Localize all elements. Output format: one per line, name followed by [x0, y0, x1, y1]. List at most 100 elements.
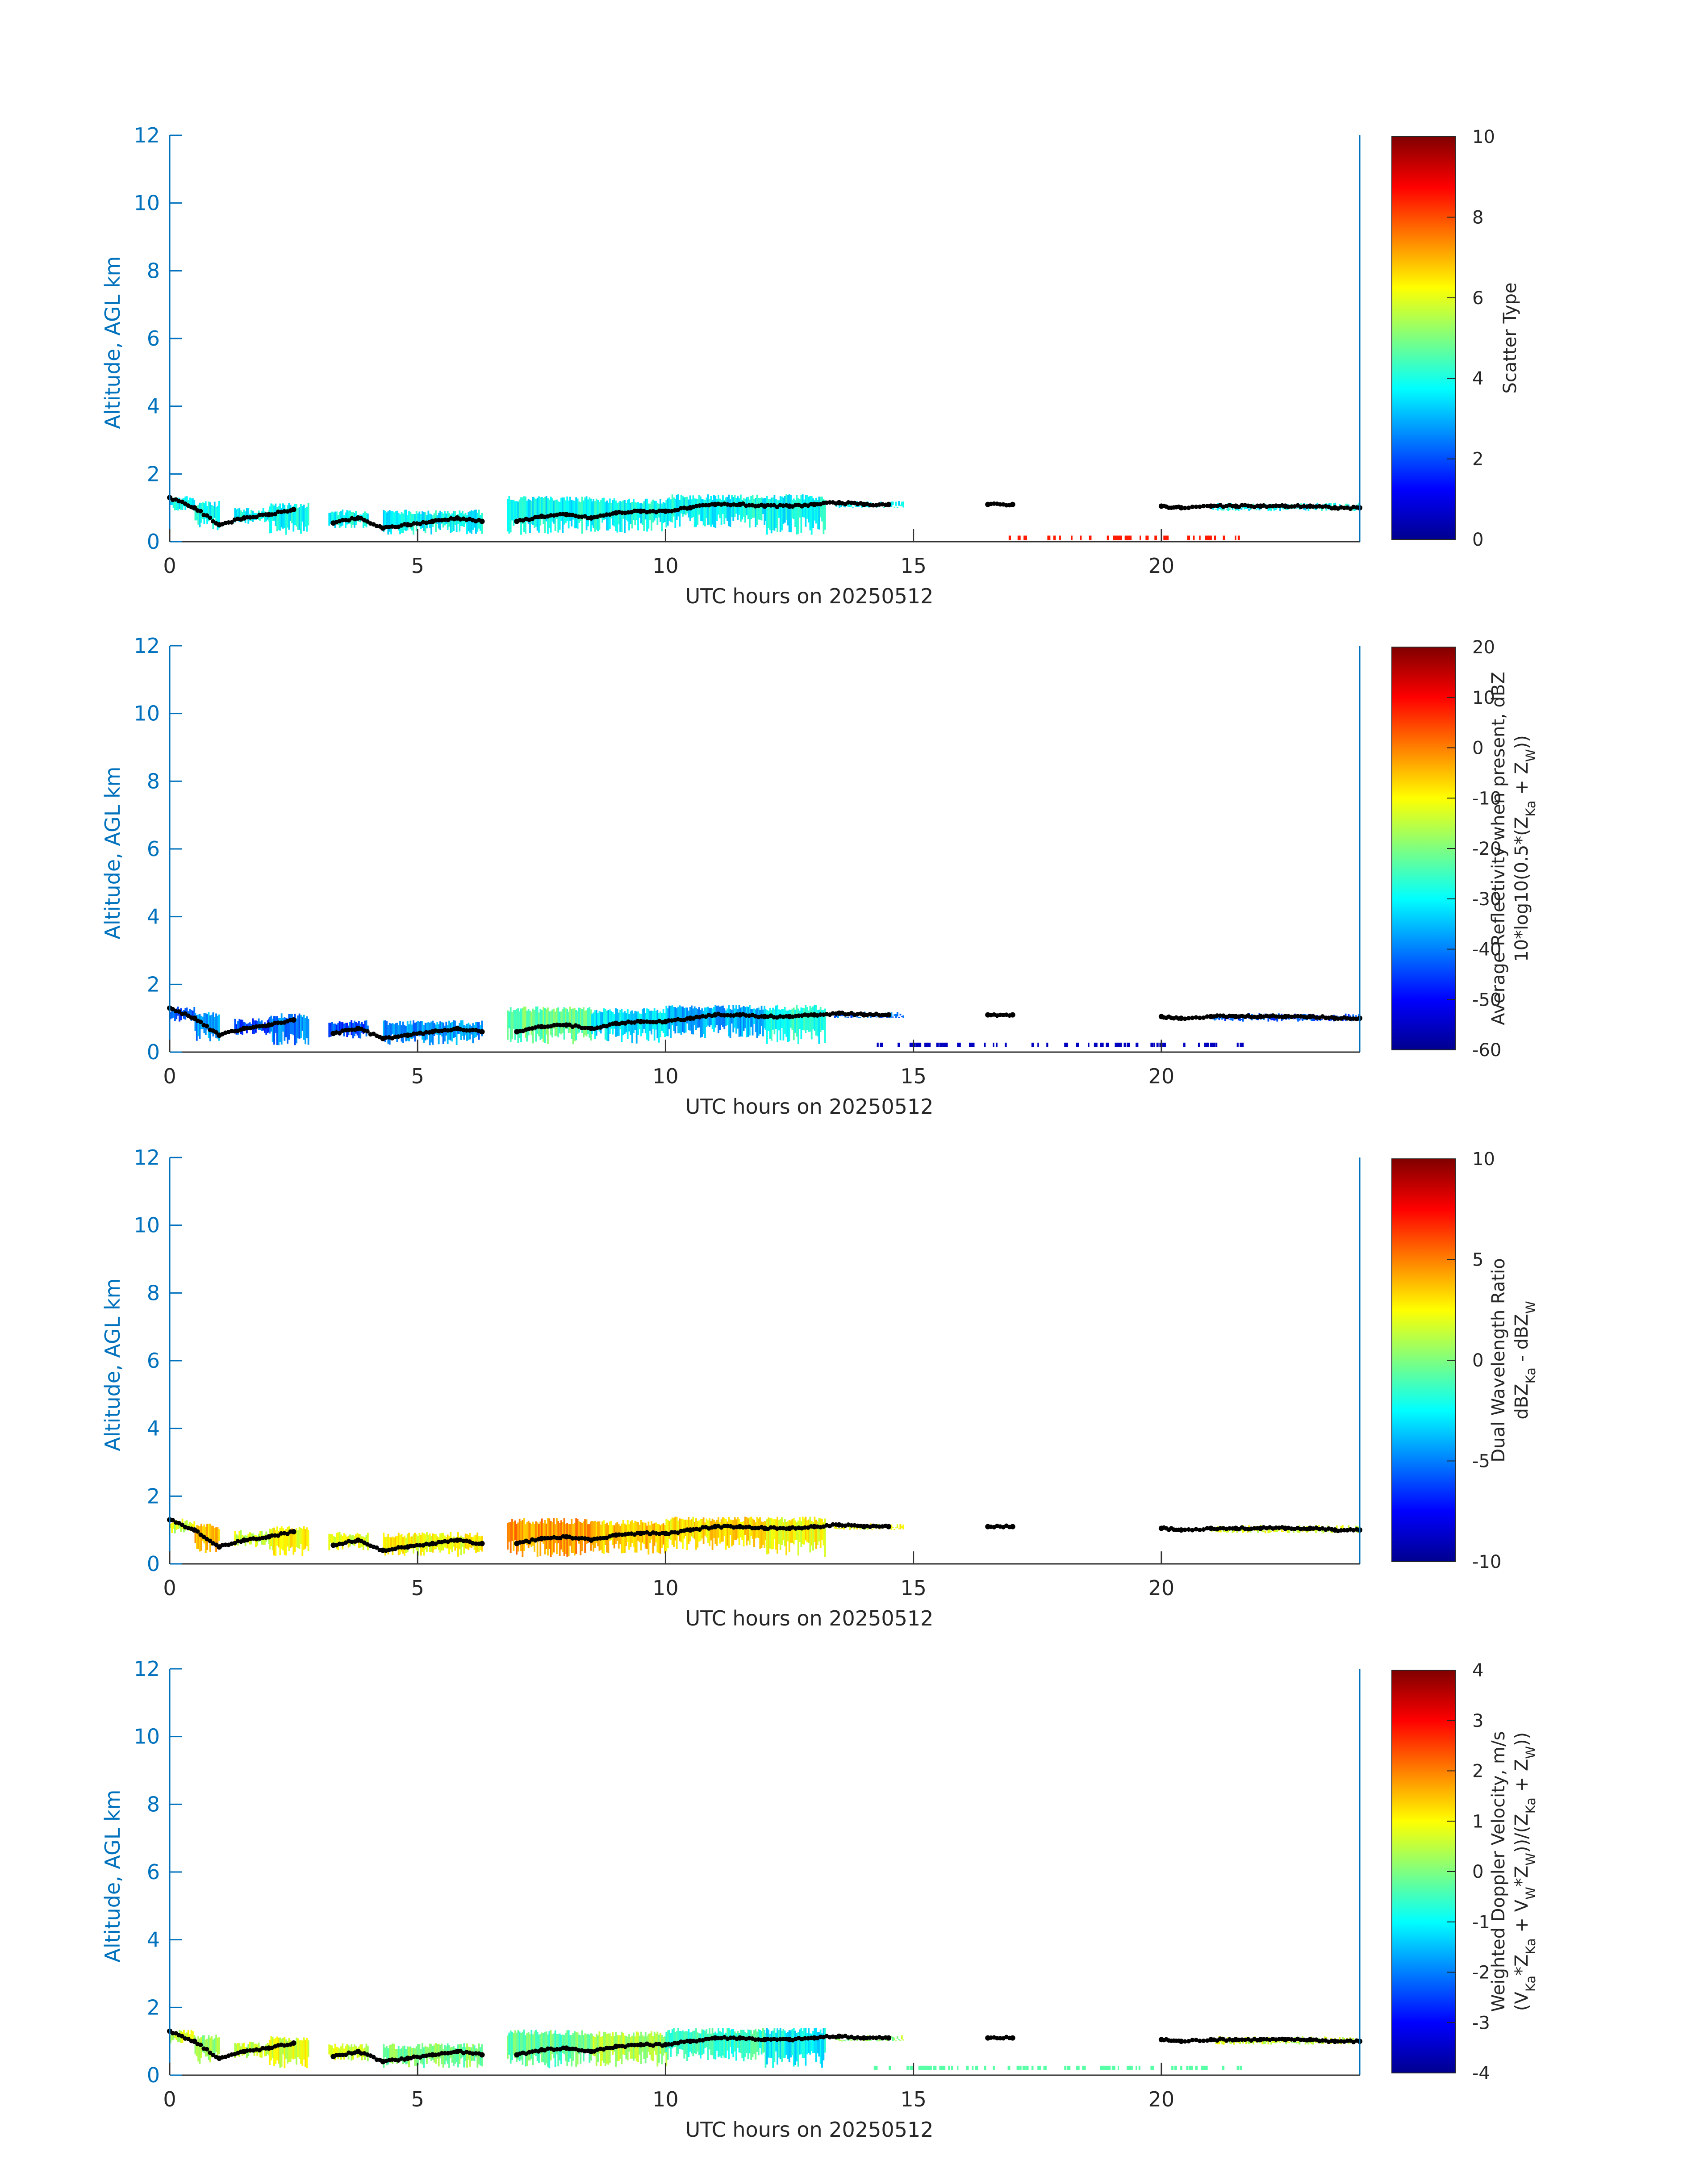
cloud-segment — [194, 1523, 220, 1553]
echo-column — [790, 495, 792, 533]
echo-column — [523, 496, 525, 532]
echo-column — [457, 2044, 459, 2068]
cloud-base-point — [827, 500, 832, 505]
clutter-mark — [1198, 1042, 1200, 1047]
echo-column — [1218, 1017, 1220, 1020]
cloud-base-point — [793, 502, 798, 507]
cloud-base-point — [198, 509, 203, 514]
radar-echo-field — [170, 1517, 1360, 1557]
echo-column — [217, 2037, 219, 2058]
echo-column — [249, 2041, 251, 2053]
echo-column — [235, 1534, 238, 1544]
echo-column — [526, 2033, 528, 2066]
echo-column — [508, 496, 510, 534]
cloud-segment — [665, 494, 766, 528]
y-tick-label: 10 — [134, 191, 160, 215]
echo-column — [569, 497, 571, 521]
echo-column — [890, 1012, 893, 1018]
echo-column — [1214, 1018, 1216, 1021]
echo-column — [211, 1525, 213, 1546]
echo-column — [764, 2033, 767, 2068]
echo-column — [790, 1010, 792, 1028]
echo-column — [1352, 2038, 1354, 2042]
colorbar-tick-label: -2 — [1472, 1963, 1490, 1983]
echo-column — [707, 494, 709, 525]
echo-column — [802, 1517, 804, 1544]
echo-column — [523, 2029, 525, 2052]
clutter-mark — [1236, 1042, 1239, 1047]
x-tick-label: 15 — [900, 1576, 927, 1600]
echo-column — [777, 1517, 778, 1554]
echo-column — [772, 2030, 774, 2068]
colorbar-label: Average Reflectivity when present, dBZ — [1488, 672, 1509, 1025]
echo-column — [793, 1518, 795, 1545]
echo-column — [1285, 509, 1287, 510]
echo-column — [273, 2039, 275, 2066]
cloud-base-point — [270, 1533, 275, 1538]
colorbar-tick-label: -30 — [1472, 889, 1501, 910]
echo-column — [525, 1524, 526, 1544]
echo-column — [849, 1526, 851, 1530]
echo-column — [823, 1522, 825, 1546]
echo-column — [301, 506, 304, 522]
echo-column — [755, 1522, 757, 1539]
echo-column — [658, 1013, 660, 1043]
echo-column — [1342, 1019, 1344, 1021]
echo-column — [671, 494, 673, 523]
echo-column — [263, 511, 266, 522]
echo-column — [902, 1524, 905, 1529]
echo-column — [415, 1534, 418, 1550]
echo-column — [571, 1009, 573, 1039]
echo-column — [539, 497, 542, 526]
clutter-mark — [1037, 2065, 1041, 2070]
echo-column — [543, 2033, 544, 2063]
y-tick-label: 8 — [147, 769, 160, 793]
echo-column — [559, 2033, 561, 2060]
clutter-mark — [975, 2065, 978, 2070]
cloud-base-point — [291, 2040, 296, 2046]
echo-column — [840, 2040, 842, 2041]
echo-column — [237, 508, 239, 518]
echo-column — [172, 1519, 175, 1529]
echo-column — [511, 2031, 513, 2060]
x-tick-label: 0 — [163, 1064, 176, 1088]
echo-column — [335, 1533, 338, 1549]
echo-column — [213, 1017, 216, 1031]
clutter-mark — [921, 2065, 925, 2070]
echo-column — [536, 497, 539, 531]
clutter-mark — [1109, 2065, 1111, 2070]
echo-column — [578, 1521, 580, 1544]
echo-column — [700, 1010, 702, 1038]
echo-column — [331, 511, 333, 522]
echo-column — [186, 1520, 188, 1529]
echo-column — [598, 2031, 601, 2054]
echo-column — [843, 2039, 845, 2041]
echo-column — [196, 1525, 198, 1549]
echo-column — [766, 1519, 768, 1554]
echo-column — [174, 1009, 176, 1021]
echo-column — [581, 2030, 583, 2052]
clutter-mark — [915, 1042, 919, 1047]
clutter-mark — [1186, 2065, 1189, 2070]
echo-column — [619, 501, 621, 532]
clutter-mark — [1037, 1042, 1039, 1047]
echo-column — [604, 501, 606, 520]
echo-column — [597, 1013, 599, 1030]
clutter-mark — [1017, 535, 1021, 540]
echo-column — [593, 1521, 595, 1552]
echo-column — [841, 2040, 844, 2042]
echo-column — [609, 1009, 611, 1034]
echo-column — [817, 1521, 819, 1545]
clutter-mark — [1115, 1042, 1119, 1047]
echo-column — [710, 496, 712, 527]
echo-column — [710, 1521, 712, 1541]
echo-column — [401, 512, 403, 533]
echo-column — [898, 1017, 900, 1018]
echo-column — [259, 1531, 261, 1540]
echo-column — [193, 1521, 196, 1532]
echo-column — [300, 2040, 302, 2064]
cloud-base-point — [340, 518, 345, 522]
echo-column — [535, 2030, 537, 2056]
echo-column — [238, 2043, 241, 2057]
echo-column — [300, 1528, 302, 1544]
